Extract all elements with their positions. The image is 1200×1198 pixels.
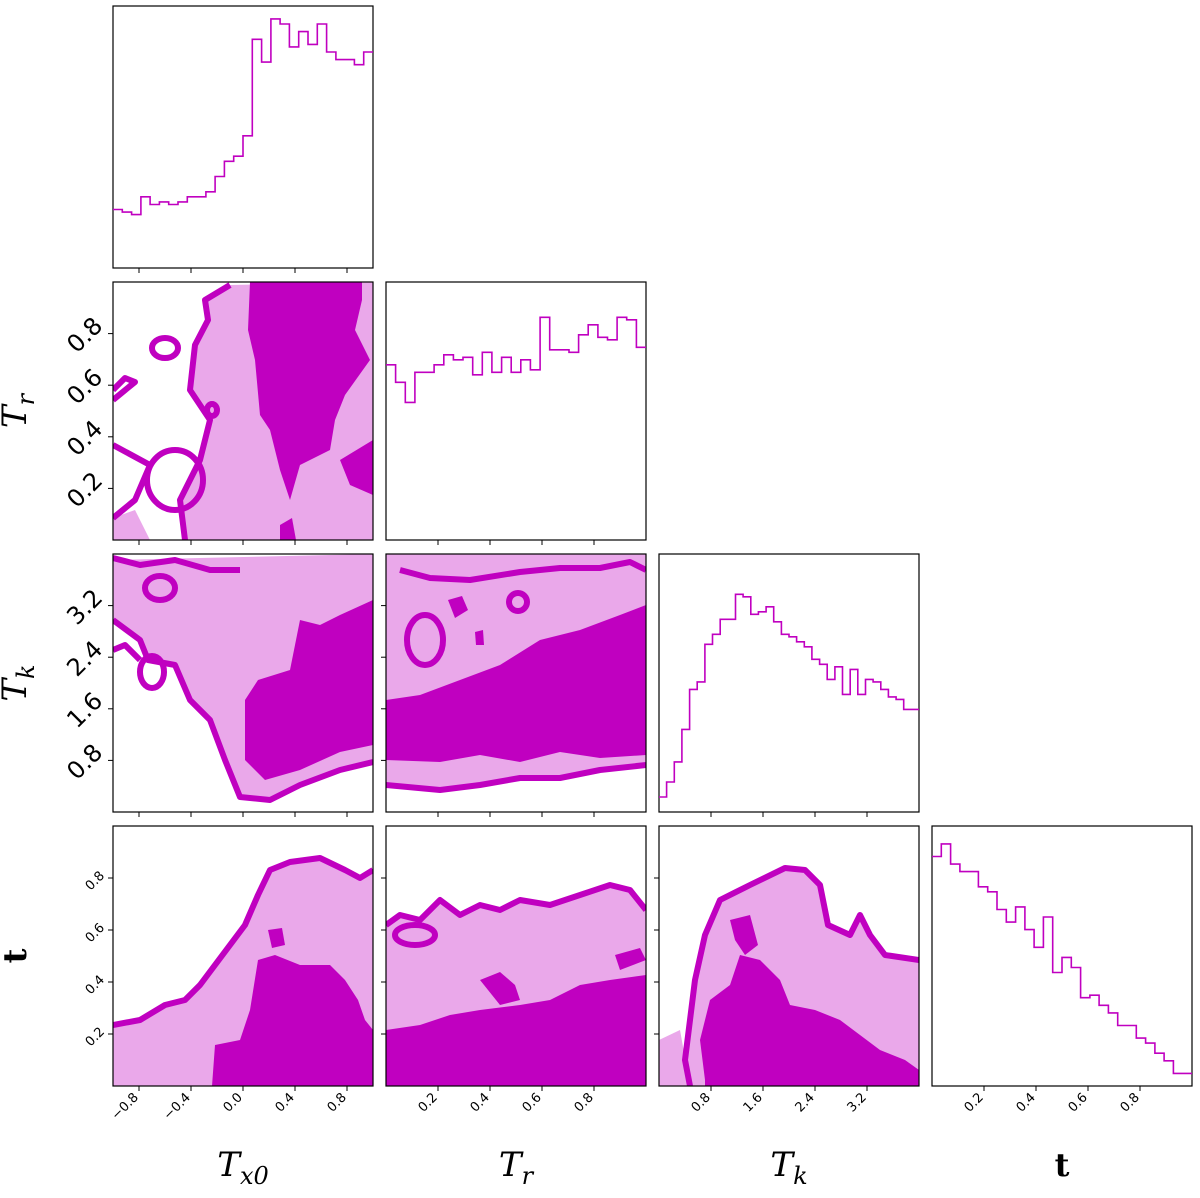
- hist-frame-t: [931, 825, 1193, 1087]
- y-tick-label-tr: 0.8: [61, 312, 108, 359]
- x-tick-label-tk: 0.8: [689, 1090, 714, 1115]
- y-tick-label-t: 0.8: [83, 869, 108, 894]
- x-tick-label-tk: 1.6: [741, 1090, 766, 1115]
- contour-dark-tr-tx0-b: [340, 440, 373, 495]
- y-tick-label-tr: 0.2: [61, 466, 108, 513]
- panel-t-vs-tx0: [113, 826, 373, 1086]
- x-axis-title-tr: Tr: [499, 1145, 535, 1190]
- x-tick-label-tx0: 0.0: [221, 1090, 246, 1115]
- panel-frame-3-2: [658, 825, 920, 1087]
- y-tick-label-t: 0.4: [83, 973, 108, 998]
- x-tick-label-t: 0.6: [1066, 1090, 1091, 1115]
- x-tick-label-tx0: 0.8: [325, 1090, 350, 1115]
- panel-tr-vs-tx0: [113, 282, 373, 540]
- y-tick-label-tk: 2.4: [61, 635, 108, 682]
- x-tick-label-tk: 3.2: [845, 1090, 870, 1115]
- hist-frame-tr: [385, 281, 647, 541]
- x-tick-label-tx0: 0.4: [273, 1090, 298, 1115]
- histogram-t: [932, 843, 1192, 1075]
- y-axis-title-tk: Tk: [0, 664, 40, 701]
- x-tick-label-t: 0.4: [1014, 1090, 1039, 1115]
- y-tick-label-tk: 3.2: [61, 584, 108, 631]
- histogram-tr: [386, 316, 646, 404]
- x-tick-label-t: 0.2: [962, 1090, 987, 1115]
- x-tick-label-tk: 2.4: [793, 1090, 818, 1115]
- x-tick-label-t: 0.8: [1118, 1090, 1143, 1115]
- panel-tk-vs-tr: [386, 554, 646, 812]
- x-tick-label-tr: 0.4: [468, 1090, 493, 1115]
- x-tick-label-tx0: −0.8: [109, 1090, 142, 1123]
- contour-light-tr-tx0: [113, 510, 150, 540]
- y-tick-label-tr: 0.4: [61, 415, 108, 462]
- x-tick-label-tr: 0.6: [520, 1090, 545, 1115]
- y-tick-label-t: 0.2: [83, 1025, 108, 1050]
- x-axis-title-tx0: Tx0: [217, 1145, 269, 1190]
- x-axis-title-tk: Tk: [770, 1145, 807, 1190]
- x-tick-label-tx0: −0.4: [161, 1090, 194, 1123]
- panel-frame-2-1: [385, 553, 647, 813]
- histogram-tk: [659, 593, 919, 798]
- y-axis-title-tr: Tr: [0, 392, 40, 428]
- panel-frame-3-1: [385, 825, 647, 1087]
- contour-dark-tr-tx0: [248, 282, 370, 500]
- histogram-layer: [112, 5, 1193, 1087]
- x-axis-title-t: t: [1055, 1146, 1070, 1184]
- panel-t-vs-tk: [659, 826, 919, 1086]
- y-tick-label-tr: 0.6: [61, 363, 108, 410]
- panel-t-vs-tr: [386, 826, 646, 1086]
- contour-dark-tr-tx0-c: [280, 518, 296, 540]
- y-tick-label-tk: 1.6: [61, 687, 108, 734]
- panel-tk-vs-tx0: [113, 554, 373, 812]
- hist-frame-tk: [658, 553, 920, 813]
- y-axis-title-t: t: [0, 948, 34, 963]
- y-tick-label-t: 0.6: [83, 921, 108, 946]
- y-tick-label-tk: 0.8: [61, 738, 108, 785]
- histogram-tx0: [113, 18, 373, 216]
- x-tick-label-tr: 0.2: [416, 1090, 441, 1115]
- x-tick-label-tr: 0.8: [572, 1090, 597, 1115]
